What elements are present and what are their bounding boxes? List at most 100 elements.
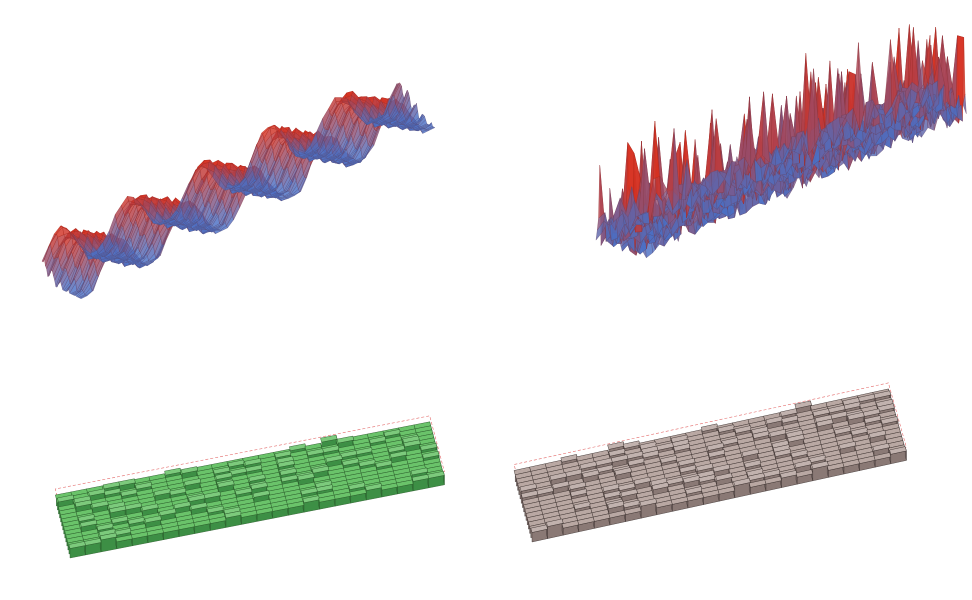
gray-voxel-cell-top — [717, 424, 736, 433]
green-voxel-cell-top — [248, 474, 266, 482]
spiky-noise-facet — [922, 35, 931, 86]
green-voxel-cell-top — [74, 499, 93, 508]
gray-voxel-cell-top — [873, 390, 892, 399]
green-voxel-cell-top — [274, 450, 292, 459]
gray-voxel-cell-top — [552, 480, 570, 490]
green-voxel-cell-top — [320, 434, 338, 443]
green-voxel-cell-top — [164, 467, 182, 476]
green-voxel-cell-top — [213, 466, 231, 475]
green-voxel-cell-top — [245, 464, 263, 473]
green-voxel-cell-top — [403, 439, 421, 448]
gray-voxel-cell-top — [877, 403, 895, 412]
green-voxel-cell-top — [235, 487, 253, 496]
green-voxel-cell-top — [289, 443, 307, 452]
green-voxel-cell-top — [173, 501, 191, 509]
green-voxel-cell-top — [91, 500, 109, 509]
gray-voxel-cell-top — [706, 442, 725, 451]
gray-voxel-cell-top — [700, 423, 719, 432]
gray-voxel-cell-top — [536, 486, 554, 495]
green-voxel-cell-top — [159, 508, 177, 516]
green-voxel-cell-top — [349, 488, 367, 497]
gray-voxel-cell-top — [519, 483, 538, 492]
gray-voxel-cell-top — [608, 448, 626, 457]
gray-voxel-cell-top — [721, 437, 739, 446]
green-voxel-cell-top — [111, 516, 129, 524]
green-voxel-cell-top — [99, 532, 118, 541]
smooth-wave-facet — [389, 83, 398, 101]
green-voxel-cell-top — [114, 528, 132, 536]
gray-voxel-cell-top — [830, 411, 848, 420]
green-voxel-cell-top — [389, 450, 408, 459]
green-voxel-cell-top — [250, 482, 268, 490]
green-voxel-cell-top — [383, 429, 401, 437]
spiky-noise-facet — [714, 118, 723, 174]
green-voxel-cell-top — [135, 481, 153, 490]
gray-voxel-cell-top — [734, 425, 752, 434]
smooth-wave-mesh — [41, 82, 436, 299]
green-voxel-cell-top — [153, 488, 172, 496]
green-voxel-cell-top — [77, 514, 96, 522]
green-voxel-cell-top — [311, 465, 330, 474]
gray-voxel-cell-top — [607, 441, 625, 450]
smooth-wave-surface-plot — [41, 82, 436, 299]
green-voxel-cell-top — [396, 479, 414, 488]
smooth-wave-surface-panel — [0, 0, 486, 330]
green-voxel-cell-top — [84, 538, 102, 546]
green-voxel-cell-top — [325, 454, 343, 463]
gray-voxel-cell-top — [816, 418, 834, 427]
green-voxel-slab-panel — [0, 330, 486, 600]
gray-voxel-cell-top — [769, 428, 787, 438]
green-voxel-cell-top — [420, 443, 438, 451]
spiky-noise-surface-panel — [486, 0, 972, 330]
gray-voxel-cells — [513, 382, 907, 543]
gray-voxel-cell-top — [660, 455, 678, 464]
gray-voxel-cell-top — [781, 415, 799, 424]
green-voxel-cell-top — [227, 459, 245, 468]
green-voxel-cell-top — [322, 445, 340, 453]
green-voxel-cell-top — [410, 467, 429, 476]
green-voxel-cells — [54, 415, 445, 559]
green-voxel-cell-top — [88, 488, 106, 497]
gray-voxel-cell-top — [627, 457, 646, 466]
green-voxel-cell-top — [342, 458, 360, 466]
green-voxel-cell-top — [217, 480, 235, 488]
green-voxel-cell-top — [124, 502, 142, 511]
gray-voxel-cell-top — [843, 401, 862, 410]
green-voxel-cell-top — [355, 447, 373, 455]
green-voxel-cell-top — [203, 491, 222, 499]
green-voxel-cell-top — [118, 478, 136, 487]
green-voxel-cell-top — [184, 478, 202, 486]
spiky-noise-mesh — [595, 24, 967, 259]
gray-voxel-cell-top — [642, 450, 660, 459]
green-voxel-cell-top — [96, 523, 114, 531]
green-voxel-cell-top — [209, 516, 227, 524]
green-voxel-cell-top — [375, 460, 393, 468]
gray-voxel-cell-top — [752, 430, 770, 439]
gray-voxel-cell-top — [560, 454, 578, 463]
green-voxel-cell-top — [224, 510, 242, 519]
green-voxel-cell-top — [348, 482, 366, 490]
gray-voxel-cell-top — [622, 440, 641, 449]
spiky-noise-surface-plot — [595, 24, 967, 259]
gray-voxel-cell-top — [862, 408, 881, 417]
gray-voxel-cell-top — [626, 450, 644, 460]
green-voxel-cell-top — [387, 445, 406, 453]
gray-voxel-cell-top — [794, 400, 812, 409]
green-voxel-cell-top — [103, 488, 122, 496]
green-voxel-cell-top — [287, 500, 305, 509]
gray-voxel-slab — [513, 382, 907, 543]
green-voxel-cell-top — [369, 436, 387, 444]
gray-voxel-cell-top — [673, 443, 691, 452]
green-voxel-cell-top — [365, 483, 383, 491]
green-voxel-cell-top — [120, 488, 138, 497]
gray-voxel-cell-top — [582, 469, 600, 478]
green-voxel-cell-top — [127, 516, 146, 525]
green-voxel-cell-top — [358, 459, 376, 467]
green-voxel-slab — [54, 415, 445, 559]
gray-voxel-cell-top — [596, 464, 614, 473]
green-voxel-cell-top — [244, 458, 262, 466]
green-voxel-cell-top — [316, 484, 334, 492]
green-voxel-cell-top — [57, 494, 75, 503]
green-voxel-cell-top — [297, 472, 315, 481]
green-voxel-cell-top — [80, 519, 98, 528]
